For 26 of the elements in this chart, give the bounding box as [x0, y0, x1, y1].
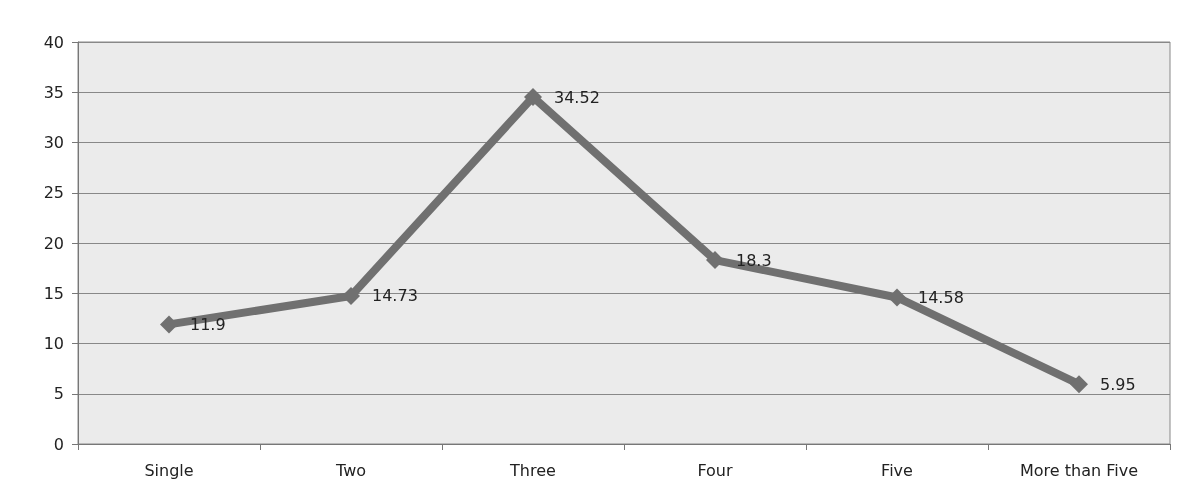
x-tick-label: Four	[697, 460, 733, 480]
y-tick-label: 40	[43, 32, 64, 52]
data-label: 11.9	[190, 314, 226, 334]
point	[1070, 375, 1088, 394]
x-tick-label: More than Five	[1020, 460, 1138, 480]
y-tick-label: 10	[43, 334, 64, 353]
y-tick-label: 35	[43, 82, 64, 102]
point	[706, 251, 724, 270]
data-label: 14.73	[372, 286, 418, 306]
data-label: 18.3	[736, 250, 772, 270]
y-tick-label: 5	[53, 384, 64, 404]
data-label: 5.95	[1100, 374, 1136, 394]
point	[888, 288, 906, 307]
y-tick-label: 15	[43, 283, 64, 303]
y-tick-label: 20	[43, 233, 64, 253]
y-tick-label: 25	[43, 183, 64, 203]
data-label: 14.58	[918, 287, 964, 307]
point	[524, 88, 542, 107]
x-tick-label: Two	[335, 460, 366, 480]
x-tick-label: Five	[881, 460, 913, 480]
y-tick-label: 30	[43, 133, 64, 152]
x-tick-label: Single	[144, 460, 194, 480]
y-tick-label: 0	[53, 434, 64, 454]
point	[160, 315, 178, 334]
x-tick-label: Three	[509, 460, 556, 480]
data-label: 34.52	[554, 87, 600, 107]
